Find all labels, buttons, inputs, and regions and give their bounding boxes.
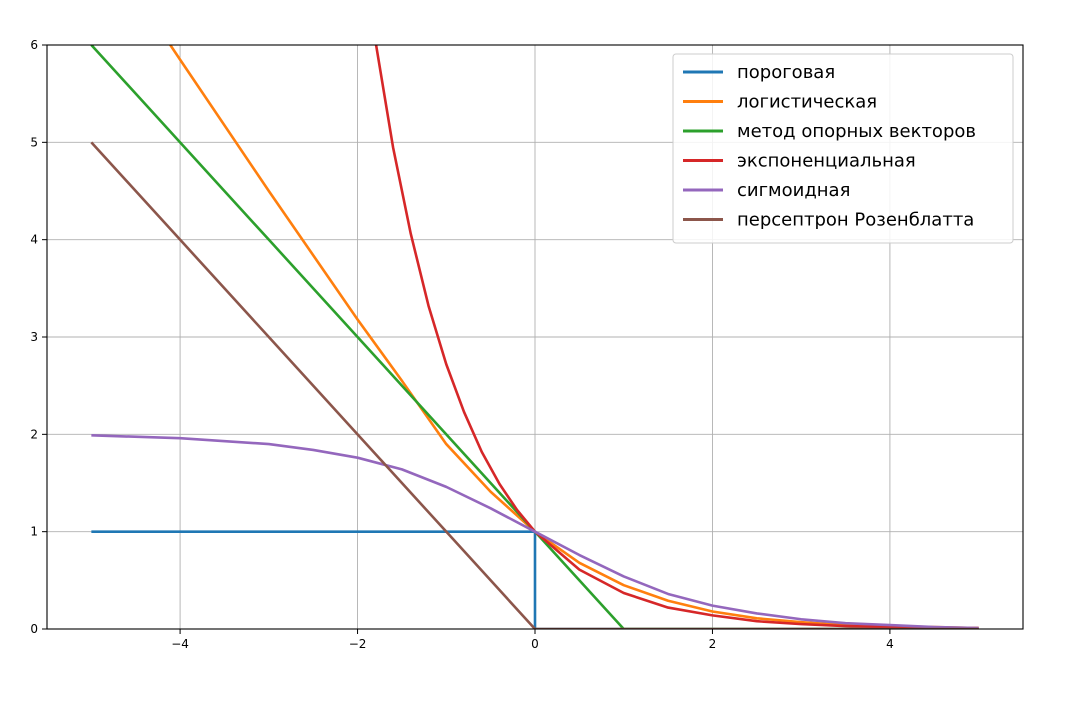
legend: пороговая логистическая метод опорных вект… (672, 53, 1014, 244)
legend-label: метод опорных векторов (737, 121, 976, 142)
legend-label: сигмоидная (737, 180, 850, 201)
x-axis: −4 −2 0 2 4 (171, 629, 894, 651)
y-tick-label: 0 (30, 622, 38, 636)
x-tick-label: 0 (531, 637, 539, 651)
y-tick-label: 3 (30, 330, 38, 344)
series-line-6 (90, 141, 979, 629)
series-line-1 (91, 530, 979, 629)
y-tick-label: 1 (30, 525, 38, 539)
y-axis: 0 1 2 3 4 5 6 (30, 38, 47, 636)
x-tick-label: 4 (886, 637, 894, 651)
x-tick-label: 2 (709, 637, 717, 651)
x-tick-label: −4 (171, 637, 189, 651)
series-lines (90, 45, 979, 629)
legend-box (672, 53, 1014, 244)
y-tick-label: 4 (30, 233, 38, 247)
legend-label: экспоненциальная (737, 151, 916, 172)
legend-label: пороговая (737, 62, 835, 83)
x-tick-label: −2 (349, 637, 367, 651)
legend-label: персептрон Розенблатта (737, 210, 974, 231)
legend-label: логистическая (737, 92, 877, 113)
y-tick-label: 2 (30, 427, 38, 441)
y-tick-label: 5 (30, 135, 38, 149)
y-tick-label: 6 (30, 38, 38, 52)
series-line-5 (91, 434, 979, 629)
